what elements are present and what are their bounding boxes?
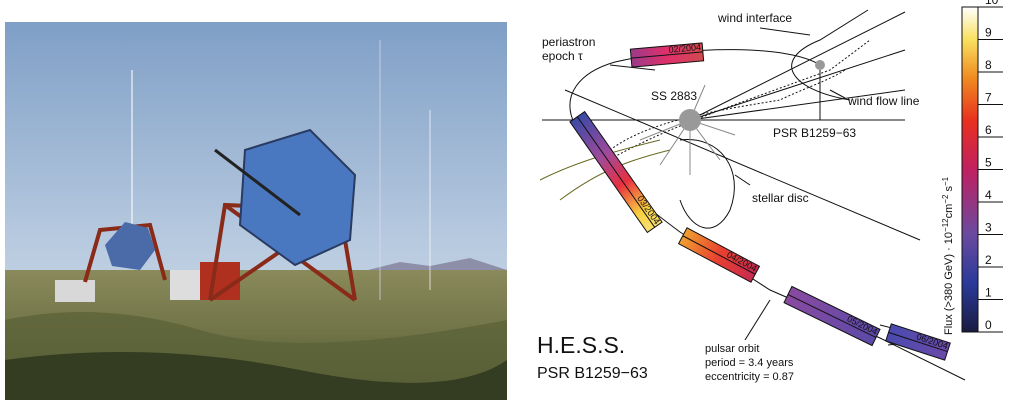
label: SS 2883	[651, 89, 697, 103]
note: period = 3.4 years	[705, 357, 794, 369]
photo	[5, 22, 507, 400]
colorbar-tick-label: 9	[985, 26, 992, 40]
colorbar-label-part: Flux (>380 GeV) · 10	[943, 232, 955, 335]
label: periastron	[542, 35, 595, 49]
segment-axis	[788, 295, 876, 338]
note: pulsar orbit	[705, 343, 759, 355]
label: wind interface	[717, 11, 792, 25]
label: wind flow line	[847, 94, 920, 108]
colorbar-tick-label: 1	[985, 286, 992, 300]
page: periastron epoch τ wind interface SS 288…	[0, 0, 1009, 400]
colorbar-label: Flux (>380 GeV) · 10−12cm−2 s−1	[941, 176, 956, 335]
orbit-segment: 06/2004	[886, 323, 951, 360]
subtitle: PSR B1259−63	[537, 365, 648, 382]
colorbar-tick-label: 10	[985, 0, 999, 7]
colorbar-tick-label: 8	[985, 58, 992, 72]
label: epoch τ	[542, 49, 583, 63]
colorbar-label-part: −12	[941, 218, 950, 232]
orbit-segment: 05/2004	[784, 286, 880, 346]
note: eccentricity = 0.87	[705, 371, 794, 383]
colorbar-tick-label: 2	[985, 253, 992, 267]
colorbar-tick-label: 3	[985, 221, 992, 235]
colorbar-tick-label: 5	[985, 156, 992, 170]
orbit-segment: 02/2004	[630, 42, 703, 67]
colorbar	[962, 7, 978, 332]
colorbar-tick-label: 7	[985, 91, 992, 105]
colorbar-tick-label: 4	[985, 188, 992, 202]
orbit-segment: 04/2004	[679, 227, 760, 282]
label: PSR B1259−63	[773, 126, 856, 140]
title: H.E.S.S.	[537, 332, 625, 358]
colorbar-tick-label: 6	[985, 123, 992, 137]
label: stellar disc	[752, 191, 809, 205]
colorbar-label-part: −1	[941, 176, 950, 186]
colorbar-tick-label: 0	[985, 318, 992, 332]
colorbar-label-part: cm	[943, 204, 955, 219]
